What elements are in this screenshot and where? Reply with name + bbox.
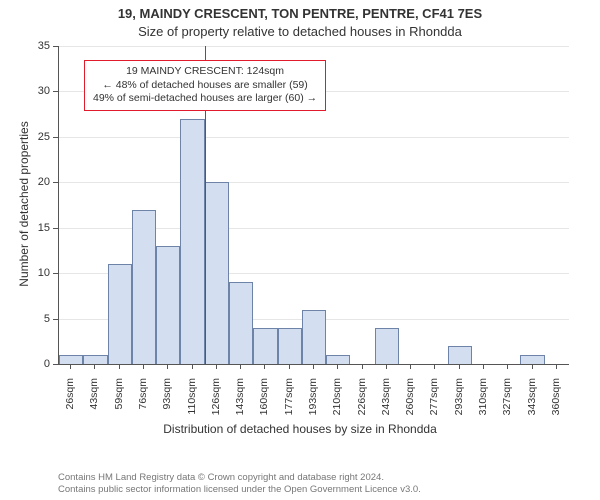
x-tick-label: 226sqm <box>356 378 368 438</box>
x-tick-mark <box>289 364 290 369</box>
chart-title-line2: Size of property relative to detached ho… <box>0 24 600 39</box>
y-tick-label: 15 <box>30 222 50 234</box>
histogram-bar <box>156 246 180 364</box>
x-tick-mark <box>507 364 508 369</box>
x-tick-label: 277sqm <box>428 378 440 438</box>
x-tick-mark <box>362 364 363 369</box>
x-tick-label: 210sqm <box>331 378 343 438</box>
x-tick-label: 93sqm <box>161 378 173 438</box>
y-tick-mark <box>53 228 58 229</box>
y-tick-label: 30 <box>30 85 50 97</box>
x-tick-label: 110sqm <box>186 378 198 438</box>
y-tick-mark <box>53 91 58 92</box>
y-tick-label: 0 <box>30 358 50 370</box>
x-tick-mark <box>167 364 168 369</box>
x-tick-label: 177sqm <box>283 378 295 438</box>
histogram-bar <box>132 210 156 364</box>
y-tick-mark <box>53 273 58 274</box>
y-tick-label: 10 <box>30 267 50 279</box>
y-tick-mark <box>53 137 58 138</box>
footer-line-2: Contains public sector information licen… <box>58 484 421 496</box>
y-axis-label: Number of detached properties <box>17 104 31 304</box>
x-tick-mark <box>556 364 557 369</box>
y-tick-mark <box>53 46 58 47</box>
x-tick-label: 26sqm <box>64 378 76 438</box>
histogram-bar <box>278 328 302 364</box>
y-tick-label: 25 <box>30 131 50 143</box>
annotation-line-3: 49% of semi-detached houses are larger (… <box>93 92 317 106</box>
x-tick-label: 160sqm <box>258 378 270 438</box>
x-tick-label: 193sqm <box>307 378 319 438</box>
y-tick-label: 20 <box>30 176 50 188</box>
y-tick-label: 5 <box>30 313 50 325</box>
gridline-horizontal <box>59 137 569 138</box>
gridline-horizontal <box>59 182 569 183</box>
x-tick-label: 43sqm <box>88 378 100 438</box>
x-tick-mark <box>483 364 484 369</box>
histogram-bar <box>302 310 326 365</box>
x-tick-mark <box>240 364 241 369</box>
x-tick-mark <box>410 364 411 369</box>
x-tick-label: 76sqm <box>137 378 149 438</box>
x-tick-mark <box>70 364 71 369</box>
y-tick-mark <box>53 364 58 365</box>
x-tick-label: 243sqm <box>380 378 392 438</box>
annotation-box: 19 MAINDY CRESCENT: 124sqm ← 48% of deta… <box>84 60 326 111</box>
annotation-line-2: ← 48% of detached houses are smaller (59… <box>93 79 317 93</box>
x-tick-mark <box>119 364 120 369</box>
histogram-bar <box>375 328 399 364</box>
chart-title-line1: 19, MAINDY CRESCENT, TON PENTRE, PENTRE,… <box>0 6 600 21</box>
x-tick-mark <box>459 364 460 369</box>
histogram-bar <box>520 355 544 364</box>
y-tick-label: 35 <box>30 40 50 52</box>
histogram-bar <box>59 355 83 364</box>
y-tick-mark <box>53 182 58 183</box>
x-tick-mark <box>94 364 95 369</box>
x-tick-mark <box>264 364 265 369</box>
x-tick-mark <box>192 364 193 369</box>
histogram-bar <box>326 355 350 364</box>
x-tick-mark <box>386 364 387 369</box>
footer-attribution: Contains HM Land Registry data © Crown c… <box>58 472 421 496</box>
x-tick-label: 59sqm <box>113 378 125 438</box>
histogram-bar <box>180 119 204 364</box>
histogram-bar <box>83 355 107 364</box>
annotation-line-1: 19 MAINDY CRESCENT: 124sqm <box>93 65 317 79</box>
x-tick-label: 310sqm <box>477 378 489 438</box>
histogram-bar <box>253 328 277 364</box>
x-tick-label: 126sqm <box>210 378 222 438</box>
x-tick-label: 327sqm <box>501 378 513 438</box>
y-tick-mark <box>53 319 58 320</box>
x-tick-mark <box>434 364 435 369</box>
histogram-bar <box>448 346 472 364</box>
histogram-bar <box>229 282 253 364</box>
gridline-horizontal <box>59 46 569 47</box>
x-tick-mark <box>313 364 314 369</box>
x-tick-mark <box>337 364 338 369</box>
x-tick-label: 343sqm <box>526 378 538 438</box>
x-tick-label: 360sqm <box>550 378 562 438</box>
footer-line-1: Contains HM Land Registry data © Crown c… <box>58 472 421 484</box>
histogram-bar <box>205 182 229 364</box>
x-tick-label: 143sqm <box>234 378 246 438</box>
x-tick-mark <box>532 364 533 369</box>
x-tick-label: 293sqm <box>453 378 465 438</box>
histogram-bar <box>108 264 132 364</box>
x-tick-mark <box>216 364 217 369</box>
x-tick-label: 260sqm <box>404 378 416 438</box>
x-tick-mark <box>143 364 144 369</box>
